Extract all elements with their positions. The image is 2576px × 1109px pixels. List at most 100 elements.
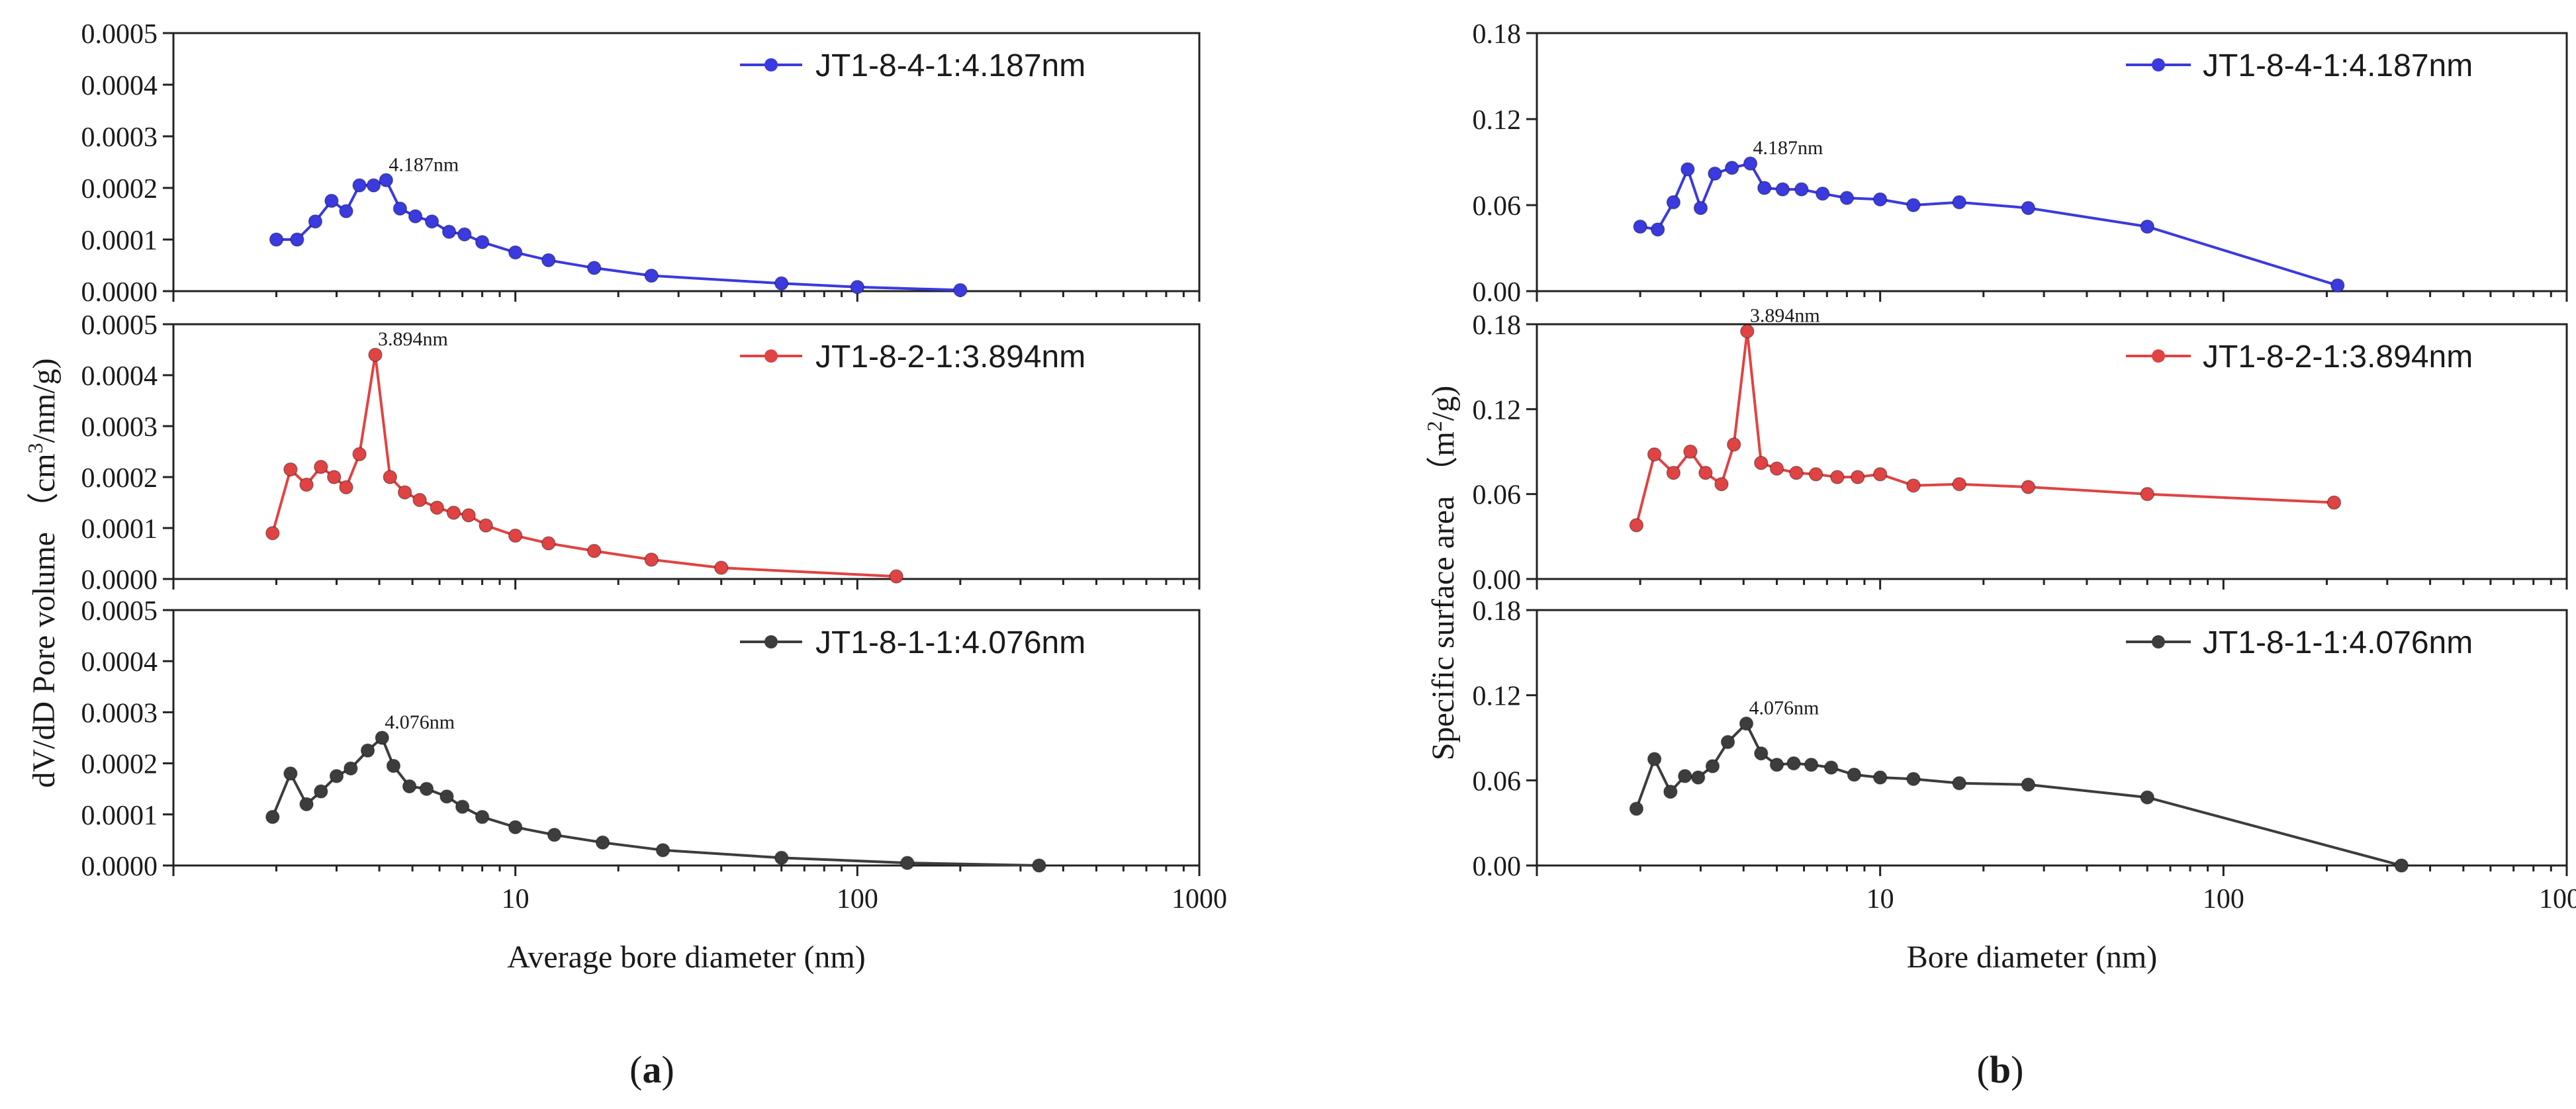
chart-a-series-1-point bbox=[441, 224, 457, 240]
chart-b-xtick-label: 10 bbox=[1866, 884, 1894, 914]
chart-b-panel-2: 0.00 0.06 0.12 0.18 3.894nm JT1-8-2-1:3.894nm bbox=[1473, 305, 2568, 596]
chart-a-series-1-point bbox=[408, 209, 423, 224]
chart-a-panel-3-ytick-label: 0.0005 bbox=[81, 596, 158, 627]
chart-b-series-2-point bbox=[1850, 470, 1865, 484]
chart-a-series-1-point bbox=[366, 178, 381, 193]
chart-b-series-3-point bbox=[1690, 770, 1706, 785]
chart-b-panel-1-ytick-label: 0.06 bbox=[1473, 191, 1522, 222]
chart-a-series-3-point bbox=[774, 850, 789, 865]
chart-b-series-2-point bbox=[1629, 517, 1644, 533]
chart-b-series-1-point bbox=[1839, 191, 1855, 205]
chart-a-series-1-point bbox=[953, 283, 968, 298]
chart-a-series-2-point bbox=[508, 528, 523, 543]
chart-a-series-1-point bbox=[850, 280, 865, 294]
chart-b-series-2-point bbox=[1872, 466, 1888, 482]
chart-a-series-2-point bbox=[352, 447, 367, 462]
chart-b-series-1-point bbox=[1775, 182, 1790, 197]
chart-b-ylabel-tail: /g) bbox=[1426, 386, 1461, 421]
chart-b-series-2-point bbox=[1952, 476, 1966, 492]
chart-a-series-3-point bbox=[265, 809, 280, 824]
chart-a-series-3-point bbox=[1032, 858, 1046, 873]
chart-a-legend-2-marker bbox=[764, 349, 778, 363]
chart-a-series-1-point bbox=[269, 232, 284, 247]
chart-b-series-2-point bbox=[2021, 480, 2036, 494]
chart-a-series-1-point bbox=[339, 204, 353, 218]
caption-a-open: ( bbox=[629, 1048, 642, 1091]
chart-a-series-3-point bbox=[475, 809, 490, 824]
chart-b-series-3-point bbox=[1804, 757, 1819, 772]
chart-b-series-2-point bbox=[1698, 465, 1713, 480]
chart-a-series-2-point bbox=[339, 480, 353, 495]
chart-a-series-2-point bbox=[265, 525, 280, 541]
chart-a-panel-2-ytick-label: 0.0002 bbox=[81, 463, 158, 494]
chart-a-series-1-point bbox=[352, 178, 367, 193]
chart-b-legend-1-marker bbox=[2152, 58, 2165, 71]
chart-b-series-3-point bbox=[1872, 770, 1888, 785]
chart-b-legend-2-marker bbox=[2152, 349, 2165, 363]
chart-b-panel-3: 0.00 0.06 0.12 0.18 10 100 1000 4.076nm JT1-8-1-… bbox=[1473, 596, 2576, 914]
caption-b-close: ) bbox=[2011, 1048, 2023, 1091]
chart-b-series-3-point bbox=[1739, 716, 1754, 731]
chart-a-series-3-point bbox=[386, 758, 401, 774]
chart-b-series-2-point bbox=[1647, 447, 1662, 462]
caption-b-open: ( bbox=[1977, 1048, 1990, 1091]
chart-b-series-3-point bbox=[1786, 756, 1801, 771]
chart-b-series-1-point bbox=[1633, 219, 1647, 234]
chart-a-panel-2-ytick-label: 0.0001 bbox=[81, 514, 158, 545]
caption-b-letter: b bbox=[1990, 1048, 2011, 1091]
chart-b-series-2-point bbox=[1714, 476, 1729, 492]
chart-a-series-1-point bbox=[324, 193, 339, 208]
chart-a-series-3-point bbox=[900, 856, 915, 870]
chart-b-series-1-point bbox=[2330, 278, 2345, 293]
chart-b-series-1-point bbox=[2140, 219, 2155, 234]
chart-b-series-1-point bbox=[1650, 222, 1665, 237]
chart-a-series-2-point bbox=[461, 508, 476, 523]
chart-b-ylabel-sup: 2 bbox=[1422, 421, 1446, 431]
chart-b-series-3-point bbox=[1677, 769, 1692, 783]
chart-b-series-1-point bbox=[1743, 156, 1758, 171]
chart-b-series-3-point bbox=[1823, 760, 1839, 775]
chart-b-series-3-point bbox=[1663, 784, 1678, 799]
caption-b: (b) bbox=[1977, 1048, 2024, 1091]
chart-a-series-3-point bbox=[508, 820, 523, 834]
chart-a-series-2-point bbox=[889, 569, 903, 584]
chart-b-series-3-peak-label: 4.076nm bbox=[1749, 697, 1819, 719]
caption-a-letter: a bbox=[643, 1048, 662, 1091]
chart-a-panel-3-ytick-label: 0.0002 bbox=[81, 750, 158, 780]
chart-a-panel-3-ytick-label: 0.0004 bbox=[81, 647, 158, 678]
chart-b-panel-2-ytick-label: 0.18 bbox=[1473, 310, 1522, 341]
chart-b-panel-2-ytick-label: 0.06 bbox=[1473, 480, 1522, 511]
chart-b-panel-2-frame bbox=[1536, 323, 2568, 580]
chart-a-series-2-point bbox=[713, 560, 729, 575]
chart-b-series-2-point bbox=[1830, 470, 1845, 484]
chart-b-series-2-point bbox=[1769, 461, 1784, 476]
chart-b-panel-3-ytick-label: 0.18 bbox=[1473, 596, 1522, 627]
chart-a-series-3-point bbox=[375, 731, 390, 745]
chart-b-series-3-point bbox=[2140, 790, 2155, 805]
chart-b-panel-3-frame bbox=[1536, 609, 2568, 867]
chart-a-series-3-line bbox=[271, 735, 1039, 867]
chart-a-legend-3-label: JT1-8-1-1:4.076nm bbox=[815, 625, 1085, 660]
chart-a-panel-3-ytick-label: 0.0003 bbox=[81, 698, 158, 729]
chart-a-series-2-point bbox=[412, 492, 427, 508]
chart-a-ylabel-sup: 3 bbox=[23, 443, 47, 453]
chart-a-series-3-point bbox=[419, 781, 434, 796]
chart-b-series-2-point bbox=[1683, 444, 1698, 459]
chart-b-series-3-point bbox=[2021, 777, 2036, 792]
chart-b-legend-2-label: JT1-8-2-1:3.894nm bbox=[2203, 339, 2473, 375]
chart-a-panel-2-ytick-label: 0.0004 bbox=[81, 361, 158, 392]
caption-a-close: ) bbox=[662, 1048, 674, 1091]
chart-b-legend-3-label: JT1-8-1-1:4.076nm bbox=[2203, 625, 2473, 660]
chart-a-series-3-point bbox=[439, 789, 454, 804]
chart-b-series-2-point bbox=[1754, 455, 1769, 470]
chart-b-series-2-point bbox=[2326, 495, 2342, 510]
chart-b-series-3-point bbox=[1847, 768, 1862, 782]
chart-a-series-2-point bbox=[586, 543, 602, 558]
chart-b-panel-3-ytick-label: 0.00 bbox=[1473, 852, 1522, 882]
chart-a-series-1-point bbox=[457, 227, 472, 242]
chart-a-series-1-point bbox=[392, 201, 408, 216]
chart-a-panel-2-ytick-label: 0.0000 bbox=[81, 565, 158, 596]
chart-b-series-1-peak-label: 4.187nm bbox=[1753, 137, 1823, 159]
chart-b-xtick-label: 100 bbox=[2203, 884, 2244, 914]
